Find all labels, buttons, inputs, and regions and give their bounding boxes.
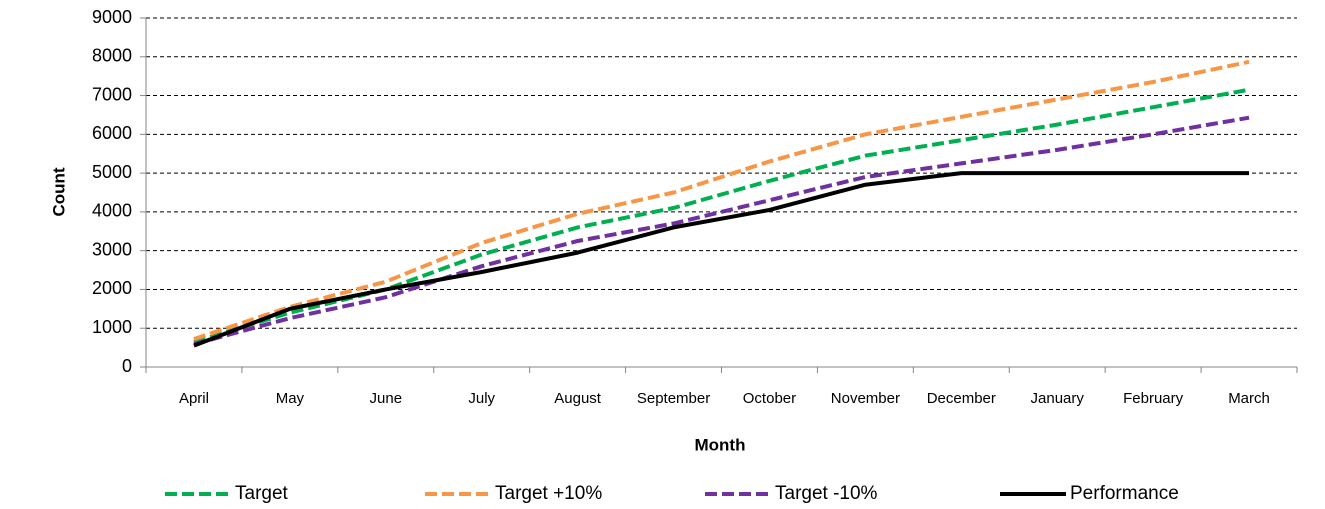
y-tick-label: 3000 bbox=[92, 239, 132, 259]
x-tick-label: August bbox=[554, 390, 602, 407]
legend-label: Target bbox=[235, 483, 289, 504]
legend-label: Target +10% bbox=[495, 483, 602, 504]
y-axis-label: Count bbox=[49, 167, 68, 216]
x-tick-label: February bbox=[1123, 390, 1184, 407]
y-tick-label: 5000 bbox=[92, 162, 132, 182]
legend-label: Performance bbox=[1070, 483, 1179, 504]
series-line bbox=[193, 87, 1250, 344]
x-tick-label: May bbox=[276, 390, 305, 407]
series-line bbox=[193, 115, 1250, 347]
y-tick-label: 6000 bbox=[92, 123, 132, 143]
y-tick-label: 7000 bbox=[92, 84, 132, 104]
y-tick-label: 8000 bbox=[92, 46, 132, 66]
y-tick-label: 4000 bbox=[92, 201, 132, 221]
x-tick-label: September bbox=[637, 390, 710, 407]
x-tick-label: October bbox=[743, 390, 796, 407]
x-axis-label: Month bbox=[695, 435, 746, 454]
x-tick-label: March bbox=[1228, 390, 1270, 407]
y-tick-label: 2000 bbox=[92, 278, 132, 298]
y-tick-label: 9000 bbox=[92, 7, 132, 27]
y-tick-label: 0 bbox=[122, 356, 132, 376]
x-tick-label: April bbox=[179, 390, 209, 407]
series-line bbox=[193, 59, 1250, 341]
y-tick-label: 1000 bbox=[92, 317, 132, 337]
x-tick-label: November bbox=[831, 390, 900, 407]
x-tick-label: December bbox=[927, 390, 996, 407]
x-tick-label: January bbox=[1031, 390, 1085, 407]
x-tick-label: June bbox=[370, 390, 403, 407]
x-tick-label: July bbox=[468, 390, 495, 407]
series-line bbox=[193, 171, 1250, 348]
legend-label: Target -10% bbox=[775, 483, 878, 504]
